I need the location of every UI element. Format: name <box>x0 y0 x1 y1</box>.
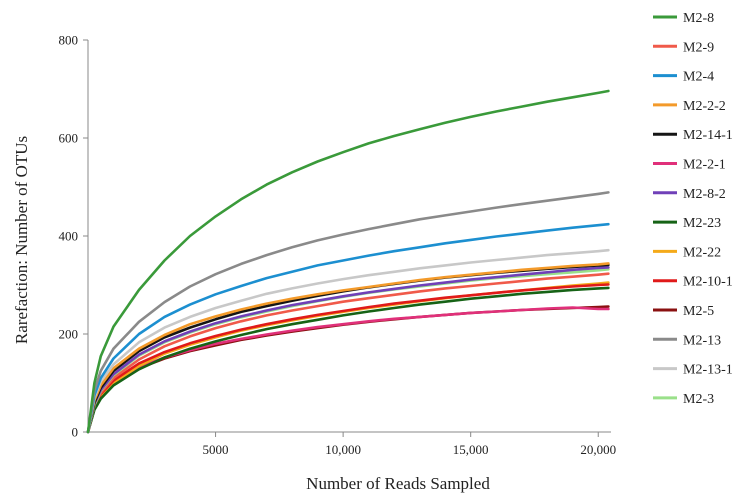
series-lines <box>86 89 610 434</box>
legend-label-m2-3: M2-3 <box>683 392 714 407</box>
x-tick-label: 10,000 <box>325 442 361 457</box>
series-line-m2-8 <box>86 89 610 434</box>
x-tick-label: 15,000 <box>453 442 489 457</box>
legend-label-m2-10-1: M2-10-1 <box>683 275 733 290</box>
legend-label-m2-8: M2-8 <box>683 11 714 26</box>
series-line-m2-2-2 <box>86 262 610 434</box>
legend-label-m2-22: M2-22 <box>683 245 721 260</box>
series-line-m2-13-1 <box>86 248 610 434</box>
series-line-m2-9 <box>86 272 610 434</box>
legend-label-m2-2-2: M2-2-2 <box>683 99 726 114</box>
series-line-m2-13 <box>86 191 610 434</box>
legend-label-m2-8-2: M2-8-2 <box>683 187 726 202</box>
y-tick-label: 200 <box>59 327 79 342</box>
series-line-m2-10-1 <box>86 283 610 434</box>
series-line-m2-23 <box>86 286 610 434</box>
x-tick-label: 5000 <box>203 442 229 457</box>
series-line-m2-4 <box>86 222 610 434</box>
legend-label-m2-13: M2-13 <box>683 333 721 348</box>
x-axis-title: Number of Reads Sampled <box>306 474 490 493</box>
legend-label-m2-4: M2-4 <box>683 70 714 85</box>
series-line-m2-5 <box>86 305 610 434</box>
y-tick-label: 600 <box>59 131 79 146</box>
y-tick-label: 0 <box>72 425 79 440</box>
y-axis-title: Rarefaction: Number of OTUs <box>12 136 31 344</box>
legend-label-m2-23: M2-23 <box>683 216 721 231</box>
series-line-m2-8-2 <box>86 266 610 434</box>
axes <box>87 40 611 433</box>
legend: M2-8 M2-9 M2-4 M2-2-2 M2-14-1 M2-2-1 M2-8-2 M2-… <box>653 11 733 407</box>
legend-label-m2-5: M2-5 <box>683 304 714 319</box>
y-tick-label: 800 <box>59 33 79 48</box>
ticks: 0 200 400 600 800 5000 10,000 15,000 20,000 <box>59 33 617 458</box>
x-tick-label: 20,000 <box>580 442 616 457</box>
y-tick-label: 400 <box>59 229 79 244</box>
legend-label-m2-14-1: M2-14-1 <box>683 128 733 143</box>
legend-label-m2-2-1: M2-2-1 <box>683 158 726 173</box>
legend-label-m2-9: M2-9 <box>683 40 714 55</box>
legend-label-m2-13-1: M2-13-1 <box>683 363 733 378</box>
